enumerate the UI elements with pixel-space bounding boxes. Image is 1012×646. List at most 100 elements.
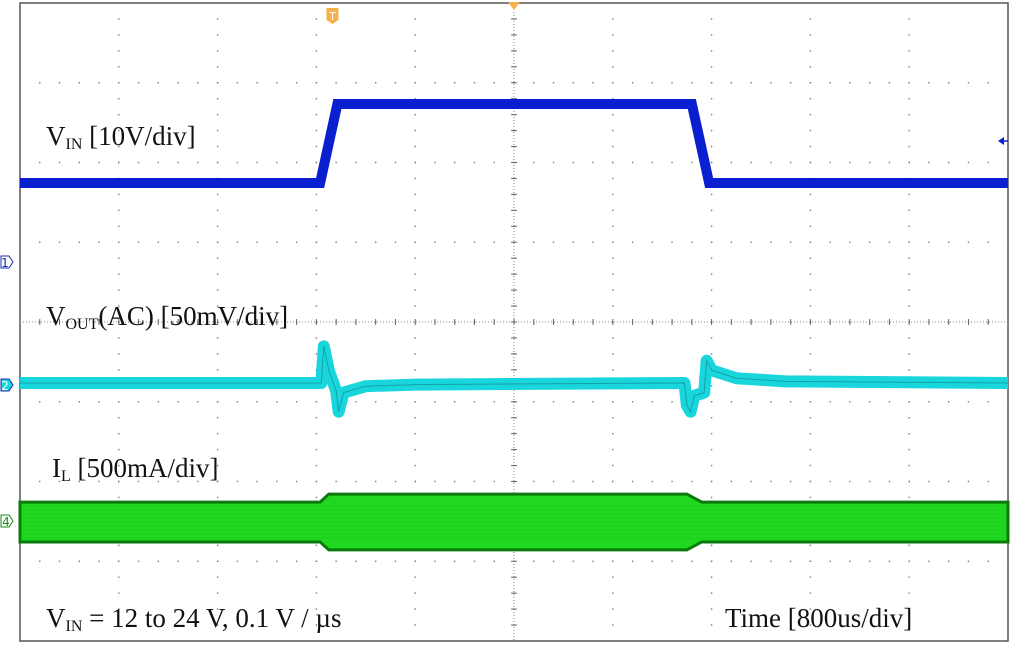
grid-dot — [592, 401, 594, 403]
grid-dot — [236, 401, 239, 403]
grid-dot — [315, 480, 318, 483]
grid-dot — [295, 161, 298, 164]
grid-dot — [809, 98, 812, 100]
grid-dot — [612, 225, 614, 227]
grid-dot — [809, 560, 812, 562]
grid-dot — [394, 401, 397, 403]
grid-dot — [118, 464, 120, 467]
grid-dot — [118, 432, 120, 435]
grid-dot — [315, 161, 318, 164]
grid-dot — [98, 161, 100, 164]
grid-dot — [829, 82, 831, 84]
grid-dot — [335, 82, 337, 84]
grid-dot — [928, 401, 930, 403]
grid-dot — [908, 432, 910, 435]
grid-dot — [414, 369, 416, 371]
grid-dot — [414, 417, 416, 419]
grid-dot — [157, 560, 160, 562]
grid-dot — [315, 98, 318, 100]
grid-dot — [216, 82, 219, 84]
grid-dot — [572, 480, 574, 483]
grid-dot — [355, 480, 357, 483]
grid-dot — [414, 66, 416, 68]
grid-dot — [414, 177, 416, 180]
grid-dot — [355, 560, 357, 562]
grid-dot — [888, 480, 891, 483]
grid-dot — [157, 241, 160, 243]
grid-dot — [908, 241, 910, 243]
grid-dot — [612, 66, 614, 68]
grid-dot — [710, 608, 713, 610]
grid-dot — [829, 401, 831, 403]
grid-dot — [39, 241, 41, 243]
grid-dot — [118, 18, 120, 20]
il-label-sub: L — [61, 468, 71, 485]
vout-trace-core — [20, 346, 1009, 414]
grid-dot — [137, 82, 140, 84]
grid-dot — [809, 161, 812, 164]
vin-label-sub: IN — [65, 136, 83, 153]
grid-dot — [612, 592, 614, 594]
grid-dot — [710, 98, 713, 100]
grid-dot — [118, 401, 120, 403]
grid-dot — [908, 209, 910, 212]
grid-dot — [177, 480, 179, 483]
grid-dot — [533, 480, 535, 483]
grid-dot — [612, 209, 614, 212]
grid-dot — [552, 480, 555, 483]
grid-dot — [39, 401, 41, 403]
grid-dot — [118, 34, 120, 36]
grid-dot — [809, 145, 812, 148]
grid-dot — [908, 161, 910, 164]
grid-dot — [1007, 161, 1009, 164]
grid-dot — [552, 241, 555, 243]
grid-dot — [651, 241, 654, 243]
grid-dot — [197, 161, 199, 164]
grid-dot — [908, 129, 910, 132]
grid-dot — [710, 50, 713, 52]
grid-dot — [770, 480, 772, 483]
grid-dot — [948, 82, 950, 84]
grid-dot — [868, 161, 871, 164]
grid-dot — [118, 145, 120, 148]
grid-dot — [434, 82, 436, 84]
grid-dot — [315, 592, 318, 594]
grid-dot — [157, 401, 160, 403]
trigger-position-label: T — [328, 10, 336, 23]
grid-dot — [849, 480, 851, 483]
grid-dot — [592, 161, 594, 164]
grid-dot — [197, 560, 199, 562]
grid-dot — [928, 82, 930, 84]
time-scale-label: Time [800us/div] — [725, 603, 913, 633]
grid-dot — [177, 82, 179, 84]
grid-dot — [157, 161, 160, 164]
grid-dot — [137, 241, 140, 243]
grid-dot — [770, 560, 772, 562]
grid-dot — [533, 161, 535, 164]
grid-dot — [671, 401, 673, 403]
grid-dot — [78, 82, 80, 84]
grid-dot — [276, 480, 278, 483]
grid-dot — [750, 560, 752, 562]
grid-dot — [414, 113, 416, 116]
vout-label-scale: (AC) [50mV/div] — [98, 301, 289, 331]
grid-dot — [98, 480, 100, 483]
grid-dot — [631, 480, 634, 483]
grid-dot — [710, 241, 713, 243]
grid-dot — [414, 289, 416, 291]
grid-dot — [118, 273, 120, 275]
grid-dot — [315, 305, 318, 307]
grid-dot — [948, 560, 950, 562]
grid-dot — [809, 225, 812, 227]
grid-dot — [671, 161, 673, 164]
grid-dot — [533, 82, 535, 84]
grid-dot — [493, 480, 495, 483]
grid-dot — [809, 576, 812, 578]
grid-dot — [710, 82, 713, 84]
grid-dot — [908, 225, 910, 227]
il-label: IL [500mA/div] — [52, 455, 219, 485]
grid-dot — [612, 129, 614, 132]
grid-dot — [454, 560, 456, 562]
grid-dot — [414, 592, 416, 594]
grid-dot — [58, 82, 61, 84]
